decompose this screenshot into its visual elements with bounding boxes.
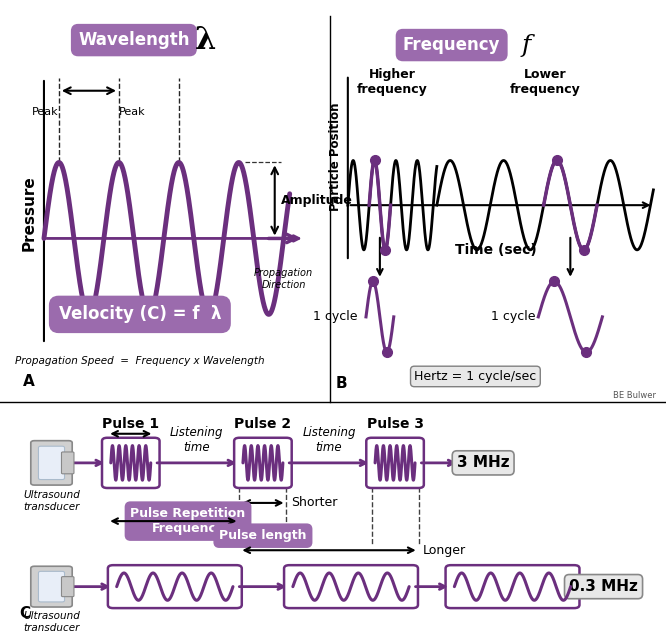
FancyBboxPatch shape <box>39 572 65 602</box>
Text: 3 MHz: 3 MHz <box>457 455 509 470</box>
Text: Peak: Peak <box>33 107 59 117</box>
Text: Longer: Longer <box>423 544 466 557</box>
Text: λ: λ <box>195 25 216 56</box>
Text: 1 cycle: 1 cycle <box>491 310 535 323</box>
Text: Lower
frequency: Lower frequency <box>509 68 581 96</box>
Text: f: f <box>521 34 530 56</box>
Text: Propagation Speed  =  Frequency x Wavelength: Propagation Speed = Frequency x Waveleng… <box>15 356 264 366</box>
Text: Hertz = 1 cycle/sec: Hertz = 1 cycle/sec <box>414 370 537 383</box>
Text: Listening
time: Listening time <box>170 426 224 454</box>
Text: Pulse 3: Pulse 3 <box>366 417 424 431</box>
Text: Pulse 2: Pulse 2 <box>234 417 292 431</box>
FancyBboxPatch shape <box>366 438 424 488</box>
FancyBboxPatch shape <box>108 565 242 608</box>
Text: Propagation
Direction: Propagation Direction <box>254 268 313 289</box>
Text: Pressure: Pressure <box>21 175 37 251</box>
Text: Ultrasound
transducer: Ultrasound transducer <box>23 490 80 511</box>
Text: 0.3 MHz: 0.3 MHz <box>569 579 638 594</box>
Text: Peak: Peak <box>119 107 145 117</box>
FancyBboxPatch shape <box>61 577 74 597</box>
FancyBboxPatch shape <box>39 446 65 480</box>
FancyBboxPatch shape <box>61 452 74 473</box>
Text: BE Bulwer: BE Bulwer <box>613 391 656 400</box>
Text: Velocity (C) = f  λ: Velocity (C) = f λ <box>59 305 221 323</box>
Text: 1 cycle: 1 cycle <box>312 310 357 323</box>
Text: Wavelength: Wavelength <box>78 31 190 49</box>
Text: Frequency: Frequency <box>403 36 500 54</box>
Text: Pulse Repetition
Frequency: Pulse Repetition Frequency <box>131 507 246 535</box>
Text: C: C <box>19 606 31 620</box>
Text: Shorter: Shorter <box>291 496 337 510</box>
FancyBboxPatch shape <box>284 565 418 608</box>
FancyBboxPatch shape <box>102 438 160 488</box>
Text: Pulse length: Pulse length <box>219 529 306 542</box>
Text: A: A <box>23 374 35 389</box>
Text: Particle Position: Particle Position <box>330 103 342 211</box>
FancyBboxPatch shape <box>31 567 72 607</box>
Text: Pulse 1: Pulse 1 <box>102 417 159 431</box>
Text: Time (sec): Time (sec) <box>456 242 537 256</box>
Text: Amplitude: Amplitude <box>281 194 352 207</box>
FancyBboxPatch shape <box>446 565 579 608</box>
FancyBboxPatch shape <box>31 441 72 485</box>
Text: Ultrasound
transducer: Ultrasound transducer <box>23 611 80 633</box>
Text: Higher
frequency: Higher frequency <box>357 68 428 96</box>
Text: Listening
time: Listening time <box>302 426 356 454</box>
FancyBboxPatch shape <box>234 438 292 488</box>
Text: B: B <box>336 375 348 391</box>
